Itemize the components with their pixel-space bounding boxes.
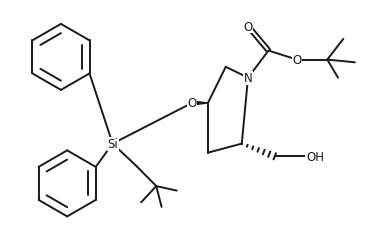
Text: O: O: [187, 97, 196, 110]
Text: Si: Si: [107, 137, 118, 151]
Polygon shape: [192, 101, 208, 106]
Text: O: O: [292, 54, 302, 67]
Text: N: N: [244, 72, 253, 85]
Text: OH: OH: [306, 150, 324, 163]
Text: O: O: [243, 20, 253, 34]
